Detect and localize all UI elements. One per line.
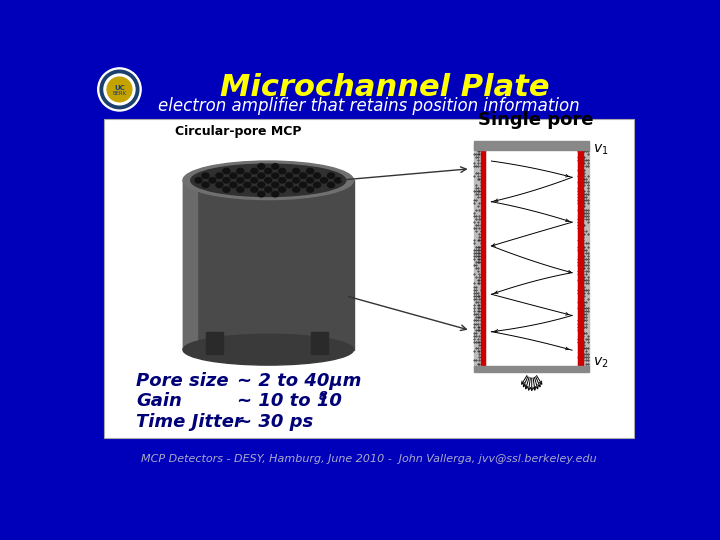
Ellipse shape	[307, 168, 314, 174]
Ellipse shape	[216, 182, 223, 187]
Ellipse shape	[223, 168, 230, 174]
Ellipse shape	[328, 182, 335, 187]
Text: Single pore: Single pore	[478, 111, 593, 129]
Ellipse shape	[314, 173, 320, 178]
Ellipse shape	[244, 173, 251, 178]
Bar	[578, 146, 589, 369]
Text: UC: UC	[114, 85, 125, 91]
Text: MCP Detectors - DESY, Hamburg, June 2010 -  John Vallerga, jvv@ssl.berkeley.edu: MCP Detectors - DESY, Hamburg, June 2010…	[141, 454, 597, 464]
Ellipse shape	[183, 161, 354, 200]
Ellipse shape	[320, 178, 328, 183]
Text: 8: 8	[319, 390, 328, 403]
Ellipse shape	[307, 178, 314, 183]
Bar	[481, 146, 485, 369]
Ellipse shape	[230, 173, 237, 178]
Text: Gain: Gain	[137, 392, 182, 410]
Circle shape	[107, 77, 132, 102]
Ellipse shape	[474, 142, 589, 150]
Ellipse shape	[251, 178, 258, 183]
Bar	[490, 146, 574, 369]
Ellipse shape	[279, 168, 286, 174]
Ellipse shape	[265, 178, 271, 183]
Ellipse shape	[265, 168, 271, 174]
Ellipse shape	[258, 164, 265, 169]
Ellipse shape	[251, 168, 258, 174]
Bar	[311, 332, 328, 354]
Ellipse shape	[202, 173, 209, 178]
Circle shape	[98, 68, 141, 111]
Text: Time Jitter: Time Jitter	[137, 413, 243, 431]
Ellipse shape	[209, 178, 216, 183]
Bar	[183, 180, 197, 350]
Ellipse shape	[230, 182, 237, 187]
Ellipse shape	[183, 334, 354, 365]
Ellipse shape	[237, 178, 244, 183]
Bar	[474, 146, 485, 369]
Ellipse shape	[335, 178, 341, 183]
Bar	[474, 141, 589, 150]
Ellipse shape	[292, 178, 300, 183]
Text: electron amplifier that retains position information: electron amplifier that retains position…	[158, 97, 580, 114]
Ellipse shape	[279, 187, 286, 192]
Ellipse shape	[216, 173, 223, 178]
Ellipse shape	[195, 178, 202, 183]
Ellipse shape	[286, 173, 292, 178]
Text: ~ 30 ps: ~ 30 ps	[238, 413, 313, 431]
Ellipse shape	[271, 173, 279, 178]
Bar	[578, 146, 583, 369]
Ellipse shape	[300, 173, 307, 178]
Text: Circular-pore MCP: Circular-pore MCP	[175, 125, 302, 138]
Ellipse shape	[300, 182, 307, 187]
Bar	[104, 119, 634, 438]
Ellipse shape	[271, 182, 279, 187]
Bar	[474, 366, 589, 372]
Ellipse shape	[314, 182, 320, 187]
Ellipse shape	[202, 182, 209, 187]
Ellipse shape	[271, 164, 279, 169]
Ellipse shape	[244, 182, 251, 187]
Ellipse shape	[223, 187, 230, 192]
Ellipse shape	[258, 173, 265, 178]
Ellipse shape	[191, 164, 346, 197]
Ellipse shape	[279, 178, 286, 183]
Circle shape	[100, 70, 139, 109]
Ellipse shape	[265, 187, 271, 192]
Ellipse shape	[223, 178, 230, 183]
Bar	[183, 180, 354, 350]
Text: Microchannel Plate: Microchannel Plate	[220, 73, 549, 103]
Text: ~ 2 to 40μm: ~ 2 to 40μm	[238, 372, 361, 389]
Ellipse shape	[292, 187, 300, 192]
Ellipse shape	[237, 187, 244, 192]
Ellipse shape	[258, 192, 265, 197]
Circle shape	[104, 74, 135, 105]
Ellipse shape	[307, 187, 314, 192]
Ellipse shape	[237, 168, 244, 174]
Text: Pore size: Pore size	[137, 372, 229, 389]
Ellipse shape	[286, 182, 292, 187]
Bar	[206, 332, 223, 354]
Ellipse shape	[251, 187, 258, 192]
Text: $v_1$: $v_1$	[593, 143, 608, 157]
Text: BERK: BERK	[112, 91, 127, 96]
Ellipse shape	[258, 182, 265, 187]
Ellipse shape	[271, 192, 279, 197]
Ellipse shape	[328, 173, 335, 178]
Text: ~ 10 to 10: ~ 10 to 10	[238, 392, 342, 410]
Text: $v_2$: $v_2$	[593, 356, 608, 370]
Ellipse shape	[292, 168, 300, 174]
